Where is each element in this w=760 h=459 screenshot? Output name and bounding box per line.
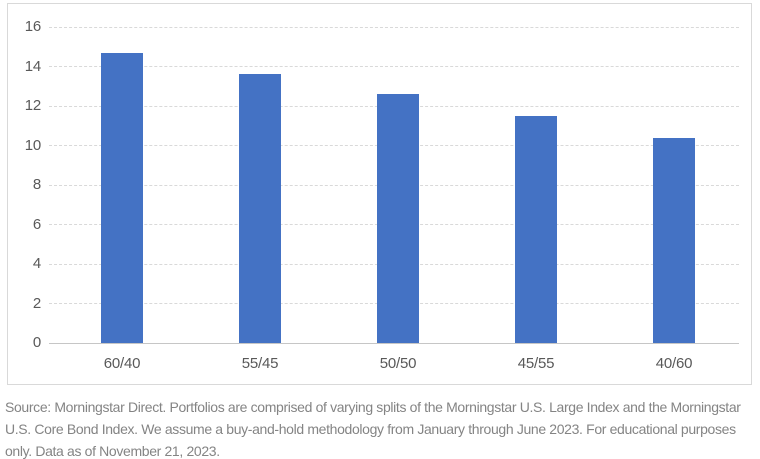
y-gridline: [49, 26, 739, 28]
y-gridline: [49, 66, 739, 67]
y-axis-tick-label: 0: [32, 334, 41, 351]
y-axis-tick-label: 12: [24, 97, 41, 114]
source-footnote: Source: Morningstar Direct. Portfolios a…: [5, 399, 741, 459]
y-axis-tick-label: 10: [24, 136, 41, 154]
y-axis-tick-label: 2: [32, 294, 41, 312]
x-axis-tick-label: 55/45: [241, 355, 279, 372]
x-axis-tick-label: 60/40: [103, 355, 141, 372]
bar-40-60: [653, 137, 695, 343]
x-axis-baseline: [49, 342, 739, 344]
chart-frame: 0 2 4 6 8 10 12 14 16 60/40 55/45 50/50 45/55 40/60: [7, 3, 752, 385]
bar-55-45: [239, 74, 281, 343]
y-axis-tick-label: 8: [32, 176, 41, 193]
x-axis-tick-label: 50/50: [379, 355, 417, 372]
y-axis-tick-label: 6: [32, 215, 41, 233]
bar-45-55: [515, 115, 557, 343]
x-axis-tick-label: 45/55: [517, 355, 555, 372]
plot-area: 0 2 4 6 8 10 12 14 16 60/40 55/45 50/50 45/55 40/60: [25, 18, 739, 372]
y-axis-tick-label: 14: [24, 57, 41, 75]
y-axis-tick-label: 16: [24, 18, 41, 35]
bar-50-50: [377, 94, 419, 343]
bar-60-40: [101, 52, 143, 343]
x-axis-tick-label: 40/60: [655, 355, 693, 372]
y-axis-tick-label: 4: [32, 255, 41, 272]
